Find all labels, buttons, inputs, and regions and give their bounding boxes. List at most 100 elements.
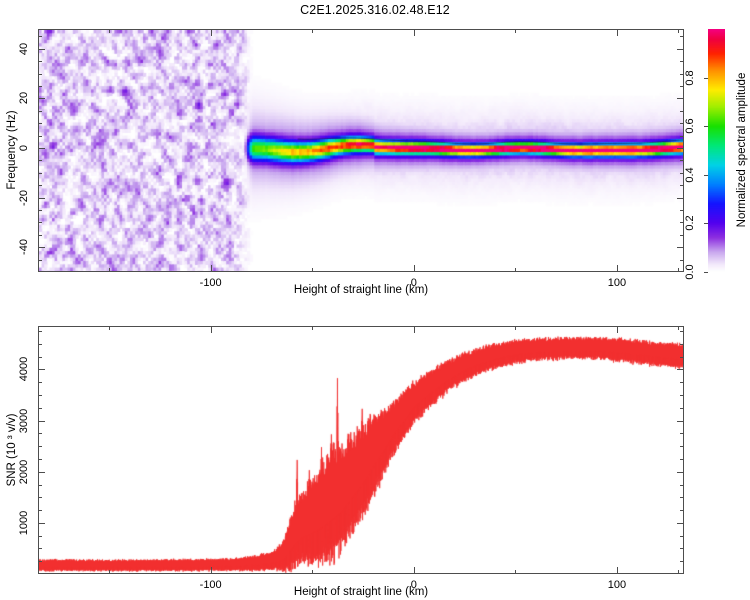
y-tick-label: -20	[18, 189, 30, 206]
axis-tick	[38, 344, 42, 345]
axis-tick	[677, 421, 684, 422]
axis-tick	[38, 510, 42, 511]
axis-tick	[38, 260, 42, 261]
axis-tick	[680, 111, 684, 112]
axis-tick	[414, 29, 415, 36]
colorbar-title: Normalized spectral amplitude	[736, 72, 748, 228]
y-tick-label: 1000	[18, 510, 30, 536]
axis-tick	[312, 29, 313, 33]
figure-title: C2E1.2025.316.02.48.E12	[300, 3, 450, 17]
axis-tick	[38, 459, 42, 460]
axis-tick	[680, 74, 684, 75]
y-tick-label: 4000	[18, 357, 30, 382]
x-tick-label: 100	[607, 579, 627, 591]
axis-tick	[677, 472, 684, 473]
axis-tick	[515, 29, 516, 33]
colorbar-tick	[704, 126, 708, 127]
axis-tick	[680, 61, 684, 62]
axis-tick	[109, 570, 110, 574]
colorbar-tick	[704, 272, 708, 273]
axis-tick	[109, 326, 110, 330]
axis-tick	[617, 570, 618, 574]
axis-tick	[38, 173, 42, 174]
axis-tick	[109, 29, 110, 33]
axis-tick	[677, 523, 684, 524]
spectrogram-x-axis-title: Height of straight line (km)	[293, 284, 429, 296]
colorbar-tick-label: 0.8	[684, 69, 696, 86]
axis-tick	[678, 29, 679, 33]
axis-tick	[680, 548, 684, 549]
y-tick-label: 40	[18, 42, 30, 55]
axis-tick	[38, 123, 42, 124]
axis-tick	[680, 36, 684, 37]
axis-tick	[38, 49, 45, 50]
axis-tick	[677, 49, 684, 50]
axis-tick	[515, 268, 516, 272]
colorbar-tick	[704, 175, 708, 176]
axis-tick	[680, 123, 684, 124]
axis-tick	[680, 408, 684, 409]
axis-tick	[38, 210, 42, 211]
axis-tick	[680, 561, 684, 562]
x-tick-label: 0	[410, 277, 417, 289]
y-tick-label: -40	[18, 239, 30, 256]
axis-tick	[38, 472, 45, 473]
x-tick-label: 0	[410, 579, 417, 591]
axis-tick	[680, 235, 684, 236]
axis-tick	[38, 369, 45, 370]
axis-tick	[38, 136, 42, 137]
axis-tick	[38, 331, 42, 332]
y-tick-label: 3000	[18, 408, 30, 433]
axis-tick	[414, 567, 415, 574]
axis-tick	[38, 382, 42, 383]
axis-tick	[312, 570, 313, 574]
axis-tick	[677, 369, 684, 370]
axis-tick	[680, 497, 684, 498]
axis-tick	[38, 497, 42, 498]
axis-tick	[617, 268, 618, 272]
colorbar	[708, 29, 725, 272]
axis-tick	[680, 357, 684, 358]
axis-tick	[38, 160, 42, 161]
axis-tick	[38, 36, 42, 37]
axis-tick	[680, 260, 684, 261]
axis-tick	[680, 446, 684, 447]
spectrogram-image	[39, 30, 683, 271]
axis-tick	[38, 357, 42, 358]
axis-tick	[38, 111, 42, 112]
axis-tick	[211, 29, 212, 36]
axis-tick	[38, 198, 45, 199]
axis-tick	[680, 510, 684, 511]
axis-tick	[680, 382, 684, 383]
spectrogram-panel	[38, 29, 684, 272]
axis-tick	[680, 536, 684, 537]
axis-tick	[38, 61, 42, 62]
axis-tick	[617, 326, 618, 330]
axis-tick	[515, 570, 516, 574]
axis-tick	[38, 395, 42, 396]
axis-tick	[678, 326, 679, 330]
axis-tick	[680, 459, 684, 460]
axis-tick	[680, 86, 684, 87]
axis-tick	[38, 561, 42, 562]
snr-y-axis-title: SNR (10 ³ v/v)	[6, 413, 18, 487]
axis-tick	[38, 523, 45, 524]
axis-tick	[38, 433, 42, 434]
colorbar-tick-label: 0.6	[684, 118, 696, 134]
colorbar-tick-label: 0.0	[684, 264, 696, 280]
axis-tick	[617, 29, 618, 33]
axis-tick	[38, 536, 42, 537]
axis-tick	[680, 331, 684, 332]
colorbar-tick-label: 0.2	[684, 215, 696, 232]
axis-tick	[312, 268, 313, 272]
axis-tick	[312, 326, 313, 330]
axis-tick	[38, 222, 42, 223]
axis-tick	[38, 421, 45, 422]
axis-tick	[38, 247, 45, 248]
axis-tick	[680, 485, 684, 486]
spectrogram-y-axis-title: Frequency (Hz)	[6, 110, 18, 190]
axis-tick	[211, 567, 212, 574]
axis-tick	[38, 485, 42, 486]
axis-tick	[38, 185, 42, 186]
